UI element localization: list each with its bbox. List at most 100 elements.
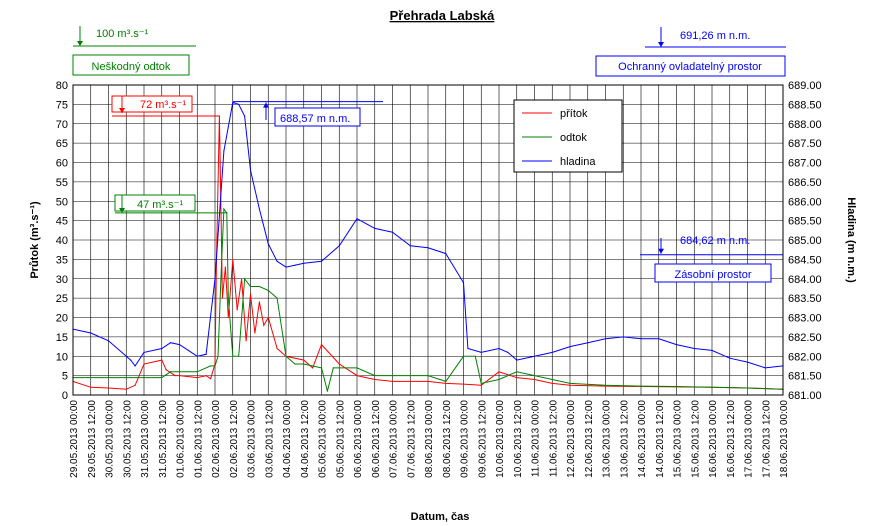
right-tick-label: 683.50 — [788, 293, 822, 305]
series-point-odtok — [285, 355, 287, 357]
annotation-label: 684,62 m n.m. — [680, 235, 750, 247]
x-tick-label: 08.06.2013 00:00 — [424, 400, 435, 478]
x-tick-label: 16.06.2013 00:00 — [708, 400, 719, 478]
series-point-hladina — [764, 367, 766, 369]
left-axis-ticks: 0 5 10 15 20 25 30 35 40 45 50 55 60 65 70 75 80 — [56, 80, 68, 402]
legend-label-odtok: odtok — [560, 132, 587, 144]
series-point-odtok — [258, 285, 260, 288]
series-point-odtok — [238, 355, 240, 357]
x-tick-label: 08.06.2013 12:00 — [442, 400, 453, 478]
series-point-odtok — [303, 363, 305, 365]
series-point-přítok — [221, 297, 223, 299]
series-point-odtok — [498, 378, 500, 381]
series-point-přítok — [320, 344, 323, 346]
series-point-hladina — [125, 355, 127, 357]
series-point-hladina — [338, 245, 340, 247]
series-point-přítok — [445, 382, 447, 384]
series-point-přítok — [533, 378, 536, 381]
x-tick-label: 29.05.2013 12:00 — [87, 400, 98, 478]
series-point-hladina — [462, 282, 465, 284]
series-point-přítok — [551, 382, 553, 384]
series-point-hladina — [374, 227, 376, 229]
series-point-přítok — [462, 383, 465, 385]
arrow-head — [119, 108, 125, 113]
series-point-hladina — [569, 345, 571, 348]
series-point-odtok — [209, 365, 212, 367]
series-point-přítok — [241, 278, 243, 280]
legend-box — [513, 99, 623, 173]
left-tick-label: 40 — [56, 235, 68, 247]
x-tick-label: 05.06.2013 00:00 — [318, 400, 329, 478]
left-tick-label: 80 — [56, 80, 68, 92]
series-point-hladina — [258, 208, 260, 210]
series-line-odtok — [73, 207, 784, 392]
x-tick-label: 04.06.2013 12:00 — [300, 400, 311, 478]
series-point-odtok — [170, 371, 172, 373]
x-tick-label: 05.06.2013 12:00 — [335, 400, 346, 478]
series-point-hladina — [267, 243, 269, 245]
series-point-odtok — [161, 376, 163, 379]
right-tick-label: 682.00 — [788, 351, 822, 363]
series-point-přítok — [107, 387, 110, 389]
series-point-přítok — [409, 380, 411, 383]
series-point-odtok — [409, 375, 411, 377]
series-point-přítok — [161, 359, 163, 361]
series-point-přítok — [263, 324, 265, 326]
x-tick-label: 17.06.2013 12:00 — [761, 400, 772, 478]
right-tick-label: 687.50 — [788, 138, 822, 150]
arrow-head — [658, 42, 664, 47]
series-point-přítok — [569, 384, 571, 386]
left-tick-label: 60 — [56, 158, 68, 170]
series-point-přítok — [205, 375, 207, 377]
left-tick-label: 25 — [56, 293, 68, 305]
series-point-hladina — [130, 359, 132, 361]
annotation-box — [72, 54, 190, 76]
series-point-přítok — [374, 378, 376, 381]
series-point-hladina — [170, 342, 172, 344]
series-point-přítok — [165, 369, 167, 371]
right-tick-label: 685.50 — [788, 216, 822, 228]
series-point-hladina — [729, 357, 731, 359]
series-point-přítok — [143, 363, 145, 365]
left-tick-label: 75 — [56, 99, 68, 111]
series-point-přítok — [312, 367, 314, 369]
x-tick-label: 16.06.2013 12:00 — [726, 400, 737, 478]
annotation-label: 100 m³.s⁻¹ — [96, 28, 149, 40]
right-tick-label: 684.00 — [788, 274, 822, 286]
left-tick-label: 30 — [56, 274, 68, 286]
right-axis-ticks: 681.00 681.50 682.00 682.50 683.00 683.50 684.… — [788, 80, 822, 402]
x-tick-label: 09.06.2013 12:00 — [477, 400, 488, 478]
series-point-hladina — [427, 247, 429, 249]
series-point-přítok — [224, 266, 226, 268]
series-point-odtok — [223, 208, 225, 210]
annotation-box — [114, 194, 196, 212]
series-point-odtok — [320, 367, 323, 369]
right-tick-label: 687.00 — [788, 158, 822, 170]
x-tick-label: 06.06.2013 12:00 — [371, 400, 382, 478]
annotation-label: 691,26 m n.m. — [680, 30, 750, 42]
series-point-přítok — [232, 258, 234, 260]
series-point-hladina — [533, 355, 536, 357]
x-tick-label: 13.06.2013 00:00 — [602, 400, 613, 478]
annotation-label: 47 m³.s⁻¹ — [137, 199, 183, 211]
series-point-odtok — [326, 390, 329, 392]
annotation-box — [595, 55, 786, 77]
x-axis-label: Datum, čas — [411, 511, 470, 523]
arrow-head — [119, 208, 125, 213]
series-point-přítok — [178, 375, 181, 377]
left-tick-label: 20 — [56, 313, 68, 325]
series-point-přítok — [356, 375, 358, 377]
x-tick-label: 03.06.2013 12:00 — [264, 400, 275, 478]
series-point-přítok — [258, 301, 260, 303]
x-tick-label: 30.05.2013 00:00 — [105, 400, 116, 478]
annotation-box — [274, 107, 361, 127]
series-point-hladina — [622, 336, 624, 338]
series-point-odtok — [356, 367, 358, 369]
x-tick-label: 17.06.2013 00:00 — [744, 400, 755, 478]
series-point-hladina — [409, 245, 411, 247]
series-point-odtok — [276, 297, 278, 299]
x-tick-label: 12.06.2013 00:00 — [566, 400, 577, 478]
series-point-hladina — [294, 264, 296, 266]
annotation-label: 688,57 m n.m. — [280, 113, 350, 125]
